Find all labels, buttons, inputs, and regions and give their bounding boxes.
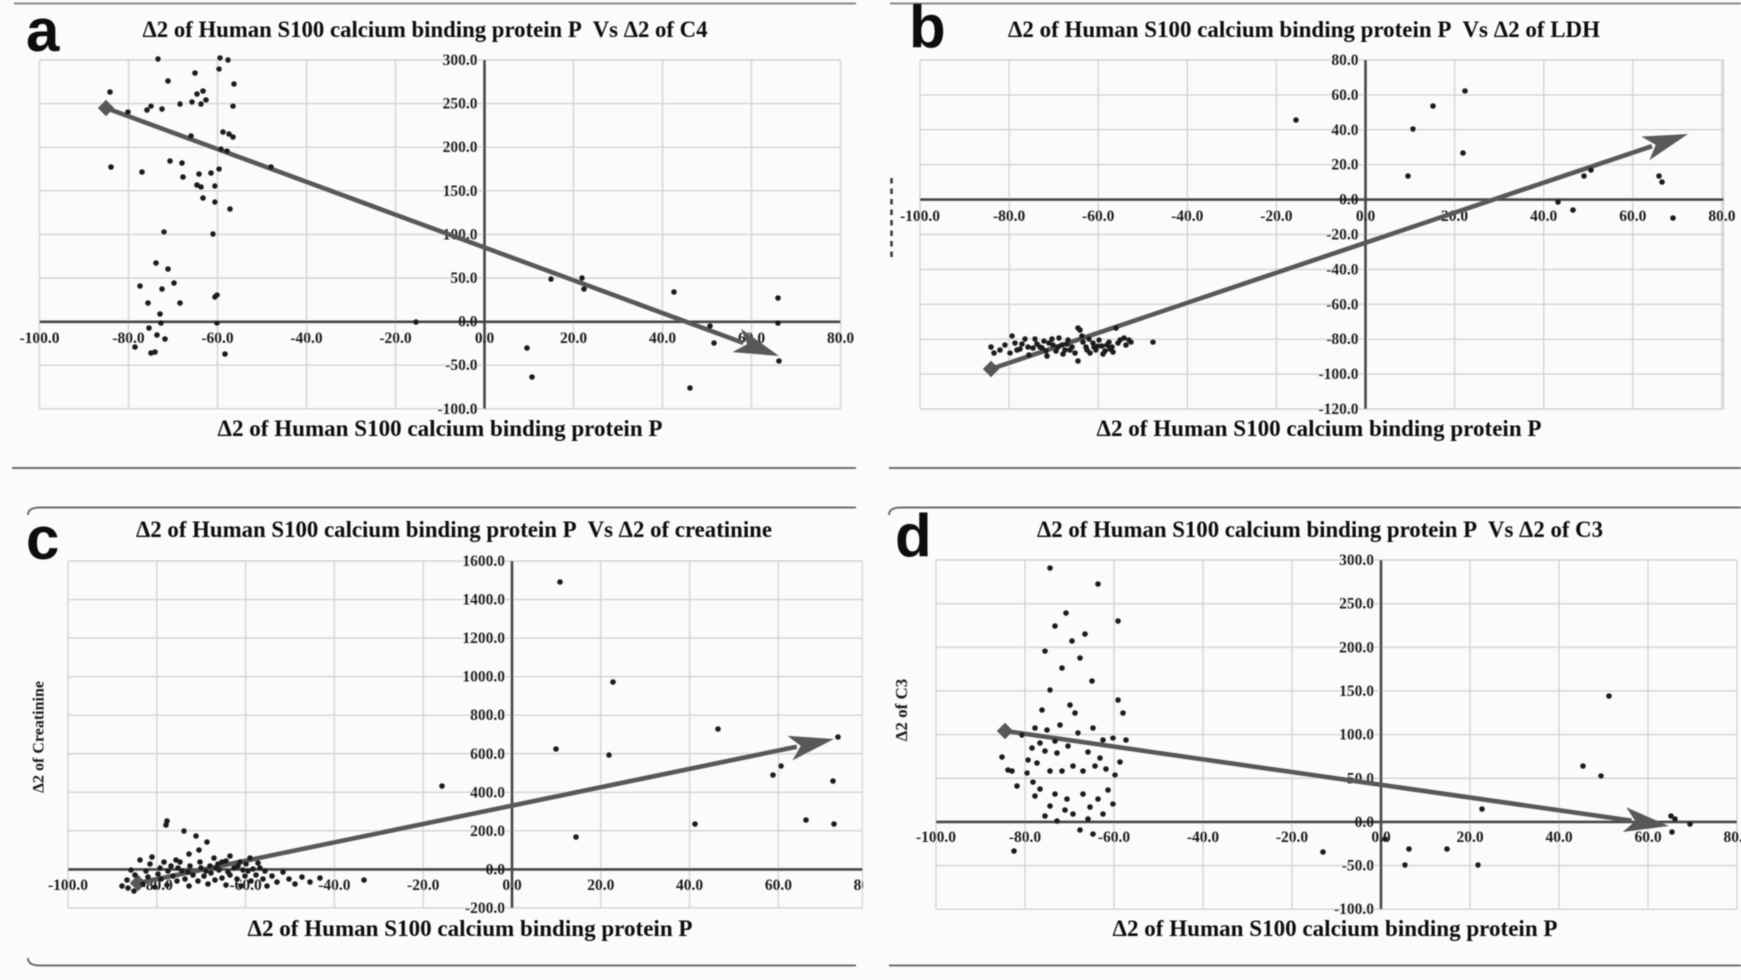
svg-text:150.0: 150.0 <box>1339 683 1374 700</box>
svg-text:200.0: 200.0 <box>1339 639 1374 656</box>
svg-text:0.0: 0.0 <box>1371 829 1391 846</box>
svg-text:-40.0: -40.0 <box>1326 261 1359 278</box>
svg-text:Δ2 of Creatinine: Δ2 of Creatinine <box>31 681 48 793</box>
svg-text:-100.0: -100.0 <box>1334 901 1374 918</box>
svg-text:40.0: 40.0 <box>1331 122 1358 139</box>
svg-text:60.0: 60.0 <box>765 877 792 894</box>
svg-text:250.0: 250.0 <box>443 96 478 113</box>
svg-text:40.0: 40.0 <box>649 330 676 347</box>
svg-text:60.0: 60.0 <box>1331 87 1358 104</box>
svg-text:100.0: 100.0 <box>443 226 478 243</box>
svg-text:Δ2 of Human S100 calcium bindi: Δ2 of Human S100 calcium binding protein… <box>1037 517 1603 542</box>
svg-text:40.0: 40.0 <box>676 877 703 894</box>
svg-text:-50.0: -50.0 <box>1342 858 1375 875</box>
svg-text:Δ2 of Human S100 calcium bindi: Δ2 of Human S100 calcium binding protein… <box>136 517 772 542</box>
svg-text:-40.0: -40.0 <box>1187 829 1220 846</box>
svg-text:40.0: 40.0 <box>1545 829 1572 846</box>
svg-text:Δ2 of C3: Δ2 of C3 <box>892 679 911 742</box>
svg-text:20.0: 20.0 <box>1331 157 1358 174</box>
svg-text:-40.0: -40.0 <box>318 877 351 894</box>
svg-text:0.0: 0.0 <box>1356 208 1376 225</box>
svg-text:a: a <box>26 0 60 64</box>
svg-text:0.0: 0.0 <box>1355 814 1375 831</box>
svg-text:1200.0: 1200.0 <box>462 630 505 647</box>
svg-text:400.0: 400.0 <box>470 784 505 801</box>
svg-text:Δ2 of Human S100 calcium bindi: Δ2 of Human S100 calcium binding protein… <box>248 916 693 941</box>
svg-text:1400.0: 1400.0 <box>462 592 505 609</box>
svg-text:-100.0: -100.0 <box>437 401 477 418</box>
svg-text:0.0: 0.0 <box>475 330 495 347</box>
svg-text:d: d <box>895 503 932 570</box>
svg-text:60.0: 60.0 <box>1634 829 1661 846</box>
svg-text:-60.0: -60.0 <box>201 330 234 347</box>
svg-text:-20.0: -20.0 <box>1276 829 1309 846</box>
svg-text:20.0: 20.0 <box>560 330 587 347</box>
svg-text:-100.0: -100.0 <box>48 877 88 894</box>
svg-text:300.0: 300.0 <box>443 52 478 69</box>
svg-text:100.0: 100.0 <box>1339 727 1374 744</box>
svg-text:1000.0: 1000.0 <box>462 669 505 686</box>
svg-text:80.0: 80.0 <box>1723 829 1741 846</box>
svg-text:300.0: 300.0 <box>1339 552 1374 569</box>
svg-text:80.0: 80.0 <box>827 330 854 347</box>
svg-text:-60.0: -60.0 <box>1098 829 1131 846</box>
svg-text:-120.0: -120.0 <box>1318 401 1358 418</box>
svg-text:80.0: 80.0 <box>1708 208 1735 225</box>
svg-text:-80.0: -80.0 <box>1009 829 1042 846</box>
svg-text:-50.0: -50.0 <box>445 357 478 374</box>
svg-text:200.0: 200.0 <box>470 823 505 840</box>
svg-text:150.0: 150.0 <box>443 183 478 200</box>
svg-text:250.0: 250.0 <box>1339 596 1374 613</box>
svg-text:20.0: 20.0 <box>1456 829 1483 846</box>
svg-text:200.0: 200.0 <box>443 139 478 156</box>
svg-text:1600.0: 1600.0 <box>462 553 505 570</box>
svg-text:-20.0: -20.0 <box>1326 227 1359 244</box>
svg-text:-60.0: -60.0 <box>1082 208 1115 225</box>
svg-text:-40.0: -40.0 <box>290 330 323 347</box>
svg-text:Δ2 of Human S100 calcium bindi: Δ2 of Human S100 calcium binding protein… <box>1008 17 1600 42</box>
svg-text:-100.0: -100.0 <box>916 829 956 846</box>
svg-text:40.0: 40.0 <box>1530 208 1557 225</box>
svg-text:800.0: 800.0 <box>470 707 505 724</box>
svg-text:Δ2 of Human S100 calcium bindi: Δ2 of Human S100 calcium binding protein… <box>1113 916 1558 941</box>
svg-text:0.0: 0.0 <box>486 861 506 878</box>
svg-text:c: c <box>26 505 59 572</box>
svg-text:-100.0: -100.0 <box>900 208 940 225</box>
svg-text:-200.0: -200.0 <box>465 900 505 917</box>
svg-text:20.0: 20.0 <box>587 877 614 894</box>
svg-text:Δ2 of Human S100 calcium bindi: Δ2 of Human S100 calcium binding protein… <box>218 416 663 441</box>
svg-text:-60.0: -60.0 <box>1326 296 1359 313</box>
svg-text:-80.0: -80.0 <box>993 208 1026 225</box>
svg-text:-20.0: -20.0 <box>379 330 412 347</box>
svg-text:-20.0: -20.0 <box>407 877 440 894</box>
svg-text:0.0: 0.0 <box>458 314 478 331</box>
svg-text:-100.0: -100.0 <box>1318 366 1358 383</box>
svg-text:-80.0: -80.0 <box>1326 331 1359 348</box>
svg-text:80.0: 80.0 <box>854 877 881 894</box>
svg-text:-40.0: -40.0 <box>1171 208 1204 225</box>
svg-text:0.0: 0.0 <box>502 877 522 894</box>
svg-text:-100.0: -100.0 <box>19 330 59 347</box>
svg-text:50.0: 50.0 <box>450 270 477 287</box>
svg-text:-20.0: -20.0 <box>1260 208 1293 225</box>
svg-text:Δ2 of Human S100 calcium bindi: Δ2 of Human S100 calcium binding protein… <box>1097 416 1542 441</box>
svg-text:Δ2 of Human S100 calcium bindi: Δ2 of Human S100 calcium binding protein… <box>143 17 708 42</box>
svg-text:-80.0: -80.0 <box>112 330 145 347</box>
svg-text:80.0: 80.0 <box>1331 52 1358 69</box>
svg-text:60.0: 60.0 <box>1619 208 1646 225</box>
svg-text:600.0: 600.0 <box>470 746 505 763</box>
svg-text:b: b <box>909 0 946 61</box>
svg-text:0.0: 0.0 <box>1339 192 1359 209</box>
